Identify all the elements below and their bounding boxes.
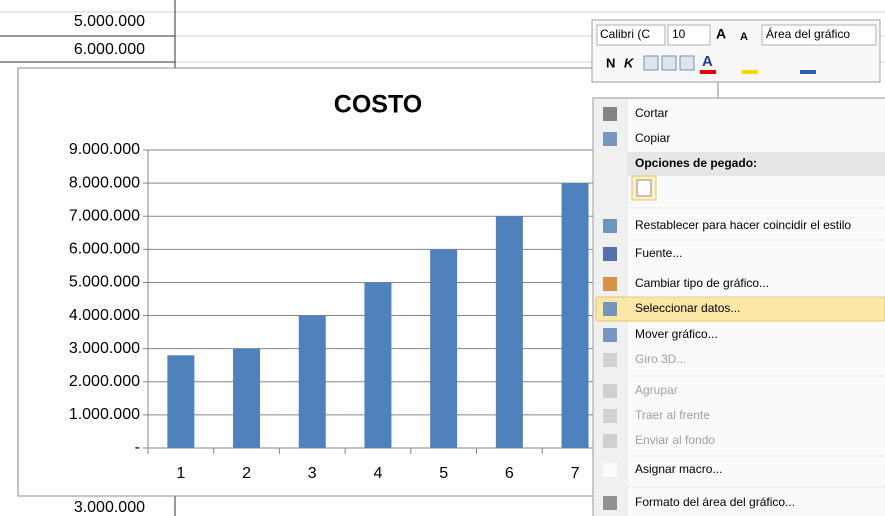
menu-item[interactable]: Formato del área del gráfico... — [635, 495, 795, 509]
y-tick-label: - — [135, 439, 140, 456]
menu-item[interactable]: Fuente... — [635, 246, 682, 260]
y-tick-label: 4.000.000 — [69, 307, 140, 324]
shrink-font[interactable]: A — [740, 31, 748, 43]
chart-title: COSTO — [334, 91, 422, 119]
menu-item[interactable]: Cambiar tipo de gráfico... — [635, 276, 769, 290]
size-box[interactable] — [667, 24, 711, 46]
menu-item[interactable]: Seleccionar datos... — [635, 301, 740, 315]
menu-header-label: Opciones de pegado: — [635, 156, 757, 170]
x-tick-label: 1 — [176, 465, 185, 482]
y-tick-label: 9.000.000 — [69, 141, 140, 158]
bar — [233, 348, 261, 448]
align-button[interactable] — [643, 55, 659, 71]
menu-header — [628, 152, 885, 176]
menu-item[interactable]: Restablecer para hacer coincidir el esti… — [635, 218, 851, 232]
y-tick-label: 5.000.000 — [69, 274, 140, 291]
y-tick-label: 3.000.000 — [69, 340, 140, 357]
y-tick-label: 1.000.000 — [69, 406, 140, 423]
italic-button[interactable]: K — [624, 55, 635, 70]
menu-icon — [603, 384, 617, 398]
paste-icon — [636, 179, 652, 197]
menu-item[interactable]: Asignar macro... — [635, 462, 722, 476]
y-tick-label: 8.000.000 — [69, 174, 140, 191]
menu-item[interactable]: Copiar — [635, 131, 670, 145]
menu-icon — [603, 132, 617, 146]
menu-icon — [603, 434, 617, 448]
cell[interactable]: 5.000.000 — [74, 13, 145, 30]
menu-icon — [603, 496, 617, 510]
font-color-swatch — [700, 70, 716, 74]
x-tick-label: 5 — [439, 465, 448, 482]
menu-icon — [603, 353, 617, 367]
x-tick-label: 2 — [242, 465, 251, 482]
grow-font[interactable]: A — [716, 26, 726, 42]
menu-icon — [603, 219, 617, 233]
menu-icon — [603, 409, 617, 423]
bold-button[interactable]: N — [606, 55, 615, 70]
bar — [495, 216, 523, 448]
cell[interactable]: 3.000.000 — [74, 499, 145, 516]
mini-toolbar: Calibri (C 10 A A Área del gráfico N K A — [591, 19, 881, 83]
font-box[interactable] — [596, 24, 666, 46]
y-tick-label: 7.000.000 — [69, 207, 140, 224]
cell[interactable]: 6.000.000 — [74, 41, 145, 58]
menu-item: Giro 3D... — [635, 352, 686, 366]
menu-icon — [603, 463, 617, 477]
fill-swatch[interactable] — [742, 70, 758, 74]
font-color-button[interactable]: A — [702, 53, 713, 70]
menu-icon — [603, 328, 617, 342]
y-tick-label: 2.000.000 — [69, 373, 140, 390]
bar — [364, 282, 392, 448]
menu-icon — [603, 247, 617, 261]
menu-icon — [603, 107, 617, 121]
element-box[interactable] — [761, 24, 877, 46]
bar — [298, 315, 326, 448]
element-name[interactable]: Área del gráfico — [766, 26, 850, 41]
context-menu: Cortar Copiar Opciones de pegado: Restablec… — [592, 97, 885, 516]
menu-item: Agrupar — [635, 383, 678, 397]
line-swatch[interactable] — [800, 70, 816, 74]
menu-icon — [603, 302, 617, 316]
menu-item: Traer al frente — [635, 408, 710, 422]
menu-icon — [603, 277, 617, 291]
x-tick-label: 6 — [505, 465, 514, 482]
bar — [430, 249, 458, 448]
menu-item[interactable]: Mover gráfico... — [635, 327, 718, 341]
x-tick-label: 4 — [373, 465, 382, 482]
align-button[interactable] — [661, 55, 677, 71]
bar — [561, 183, 589, 448]
align-button[interactable] — [679, 55, 695, 71]
menu-item: Enviar al fondo — [635, 433, 715, 447]
font-size[interactable]: 10 — [672, 27, 686, 41]
menu-item[interactable]: Cortar — [635, 106, 668, 120]
font-name[interactable]: Calibri (C — [600, 27, 650, 41]
x-tick-label: 7 — [571, 465, 580, 482]
bar — [167, 355, 195, 448]
x-tick-label: 3 — [308, 465, 317, 482]
y-tick-label: 6.000.000 — [69, 241, 140, 258]
